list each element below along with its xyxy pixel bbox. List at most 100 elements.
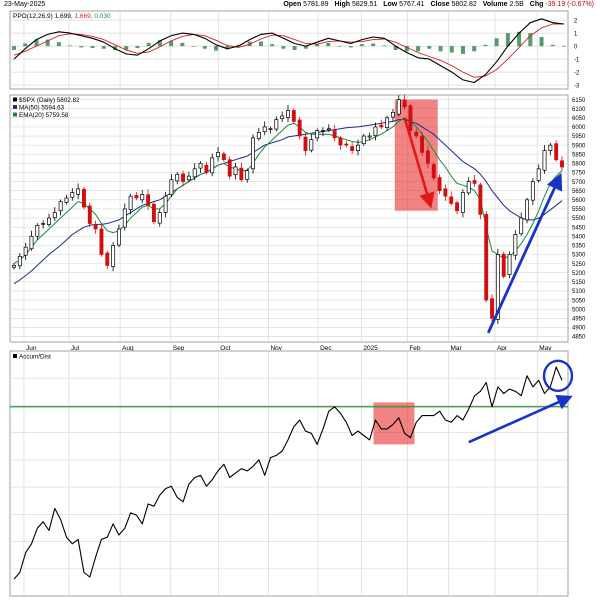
ad-new-high-circle [542,359,574,393]
ad-legend-swatch [13,354,17,358]
candle-body [530,181,535,201]
candle-body [93,224,98,230]
ppo-histogram-bar [438,46,443,52]
candle-body [332,130,337,139]
ppo-histogram-bar [348,46,353,48]
ppo-histogram-bar [12,46,16,50]
ppo-histogram-bar [169,40,174,47]
ppo-histogram-bar [157,40,162,47]
month-label-10: Apr [497,345,508,352]
chart-header: 23-May-2025 Open 5781.89 High 5829.51 Lo… [0,0,600,10]
candle-body [157,212,162,224]
month-label-7: 2025 [363,345,378,352]
ppo-histogram-bar [79,46,84,48]
ppo-histogram-bar [404,46,409,52]
candle-body [321,130,325,132]
candle-body [309,139,314,151]
ppo-histogram-bar [270,44,275,47]
price-tick-label-3: 6000 [572,125,586,131]
ppo-histogram-bar [472,46,477,52]
decline-arrow [403,117,435,209]
close-label: Close [430,1,450,8]
price-legend-swatch-1 [13,105,17,109]
candle-body [472,180,477,184]
ppo-panel-frame [9,10,569,90]
month-label-5: Nov [270,345,282,352]
ppo-histogram-bar [427,46,432,49]
candle-body [116,228,121,246]
price-tick-label-22: 5050 [572,298,586,304]
candle-body [99,228,104,255]
candle-body [420,135,425,153]
candle-body [425,150,430,164]
candle-body [350,146,355,151]
ppo-histogram-bar [258,41,263,47]
candle-body [379,124,384,128]
price-tick-label-18: 5250 [572,262,586,268]
price-tick-label-26: 4850 [572,335,586,341]
candle-body [186,175,191,181]
low-value: 5767.41 [399,1,425,8]
price-tick-label-13: 5500 [572,216,586,222]
price-tick-label-10: 5650 [572,189,586,195]
high-label: High [334,1,350,8]
candle-body [82,188,86,208]
candle-body [233,166,238,176]
candle-body [519,217,524,235]
candle-body [484,214,489,301]
ppo-tick-label-4: -2 [574,70,580,76]
candle-body [402,99,407,108]
ppo-histogram-bar [225,46,230,50]
candle-body [76,188,81,195]
candle-body [560,160,564,168]
candle-body [291,110,296,122]
price-legend-text-0: $SPX (Daily) 5802.82 [19,97,80,104]
ppo-histogram-bar [550,44,555,47]
candle-body [87,205,92,224]
ppo-tick-label-1: 1 [574,31,578,37]
candle-body [163,195,168,213]
candle-body [134,195,139,199]
low-label: Low [383,1,398,8]
ppo-histogram-bar [371,43,376,47]
candle-body [41,223,46,225]
candle-body [245,170,250,180]
high-value: 5829.51 [351,1,378,8]
candle-body [344,143,349,146]
ppo-histogram-bar [56,42,61,47]
candle-body [274,119,279,130]
candle-body [128,195,133,211]
price-tick-label-17: 5300 [572,253,586,259]
candle-body [501,253,506,277]
price-tick-label-12: 5550 [572,207,586,213]
ppo-histogram-bar [292,46,297,50]
candle-body [262,126,267,132]
ppo-histogram-bar [146,42,151,47]
ppo-histogram-bar [326,42,331,47]
ppo-histogram-bar [124,46,129,50]
candle-body [12,265,16,268]
candle-body [146,194,151,206]
candle-body [554,143,559,161]
chg-value: -39.19 (-0.67%) [545,1,594,8]
ppo-histogram-bar [483,44,488,47]
volume-value: 2.5B [509,1,524,8]
candle-body [367,135,372,138]
candle-body [396,99,401,115]
close-value: 5802.82 [451,1,477,8]
candle-body [542,150,547,171]
candle-body [455,202,460,212]
price-tick-label-2: 6050 [572,116,586,122]
ad-legend-text: Accum/Dist [19,354,51,361]
month-label-11: May [539,345,552,352]
open-value: 5781.89 [303,1,329,8]
ppo-histogram-bar [202,46,207,49]
price-tick-label-23: 5000 [572,307,586,313]
candle-body [315,130,320,139]
candle-body [169,179,174,196]
month-label-2: Aug [122,345,134,352]
candle-body [35,224,40,237]
ppo-histogram-bar [180,42,185,47]
ppo-histogram-bar [315,44,320,47]
